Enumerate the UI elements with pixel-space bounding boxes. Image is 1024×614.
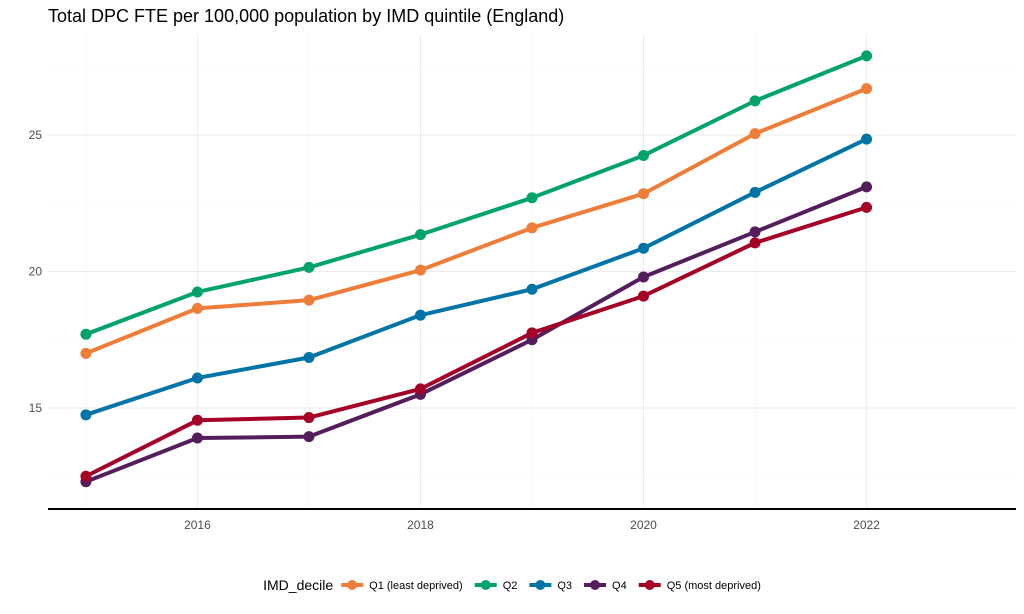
data-point [191,286,203,298]
series-line [83,86,869,356]
series-5 [80,201,873,482]
data-point [526,327,538,339]
data-point [303,351,315,363]
series-line [83,53,869,337]
series-line [83,205,869,479]
data-point [638,188,650,200]
data-point [303,412,315,424]
data-point [749,237,761,249]
data-point [80,328,92,340]
data-point [80,409,92,421]
legend-item: Q2 [474,580,518,592]
data-point [191,372,203,384]
legend-label: Q5 (most deprived) [667,580,761,592]
legend-item: Q1 (least deprived) [341,580,463,592]
data-point [638,149,650,161]
series-layer [80,50,873,488]
data-point [80,470,92,482]
series-4 [80,181,873,488]
data-point [414,309,426,321]
data-point [303,294,315,306]
data-point [749,128,761,140]
data-point [861,83,873,95]
x-tick-label: 2018 [407,518,434,532]
legend-items: Q1 (least deprived) Q2 Q3 Q4 Q5 (most depriv… [341,580,761,592]
y-tick-label: 25 [29,128,43,142]
data-point [861,181,873,193]
data-point [80,347,92,359]
x-tick-label: 2016 [184,518,211,532]
data-point [526,192,538,204]
x-tick-label: 2020 [630,518,657,532]
legend-item: Q4 [584,580,627,592]
series-3 [80,133,873,421]
series-1 [80,83,873,359]
data-point [861,133,873,145]
y-tick-label: 20 [29,265,43,279]
data-point [749,226,761,238]
data-point [638,242,650,254]
y-tick-label: 15 [29,401,43,415]
data-point [749,95,761,107]
data-point [861,50,873,62]
series-line [83,137,869,417]
legend-item: Q5 (most deprived) [638,580,761,592]
legend-key-point [644,580,655,590]
legend-key-point [480,580,491,590]
legend-label: Q4 [612,580,627,592]
legend-title: IMD_decile [263,577,333,593]
series-2 [80,50,873,340]
data-point [638,290,650,302]
legend-key-point [347,580,358,590]
legend-label: Q2 [503,580,518,592]
data-point [638,271,650,283]
legend-key-point [590,580,601,590]
data-point [526,283,538,295]
y-axis-ticks: 15 20 25 [29,128,43,415]
data-point [749,186,761,198]
legend-item: Q3 [529,580,572,592]
data-point [191,432,203,444]
data-point [414,264,426,276]
data-point [303,261,315,273]
data-point [414,229,426,241]
legend-key-point [535,580,546,590]
legend-label: Q3 [557,580,572,592]
x-tick-label: 2022 [853,518,880,532]
data-point [303,431,315,443]
data-point [414,383,426,395]
legend-label: Q1 (least deprived) [369,580,463,592]
x-axis-ticks: 2016 2018 2020 2022 [184,518,880,532]
data-point [526,222,538,234]
data-point [191,302,203,314]
data-point [861,201,873,213]
chart-title: Total DPC FTE per 100,000 population by … [48,6,564,26]
series-line [83,184,869,484]
legend: IMD_decile Q1 (least deprived) Q2 Q3 Q4 Q5 (… [263,577,761,593]
data-point [191,414,203,426]
